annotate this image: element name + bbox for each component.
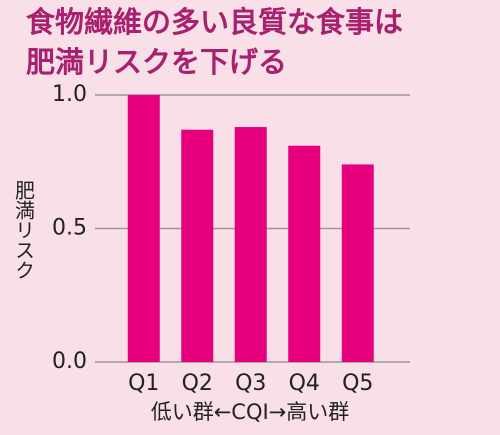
bar	[341, 164, 374, 362]
x-axis-label: 低い群←CQI→高い群	[151, 400, 350, 424]
bar	[127, 95, 160, 362]
y-tick-label: 1.0	[52, 82, 87, 107]
y-tick-label: 0.0	[52, 349, 87, 374]
bar	[234, 127, 267, 362]
chart-title: 肥満リスクを下げる	[26, 45, 287, 79]
y-tick-label: 0.5	[52, 216, 87, 241]
chart-title: 食物繊維の多い良質な食事は	[26, 5, 403, 39]
x-tick-label: Q3	[235, 371, 266, 396]
y-axis-label: 肥満リスク	[12, 180, 36, 280]
x-tick-label: Q5	[342, 371, 373, 396]
x-tick-label: Q1	[128, 371, 159, 396]
x-tick-label: Q4	[289, 371, 320, 396]
x-tick-label: Q2	[182, 371, 213, 396]
bar	[181, 129, 214, 362]
bar	[288, 145, 321, 362]
